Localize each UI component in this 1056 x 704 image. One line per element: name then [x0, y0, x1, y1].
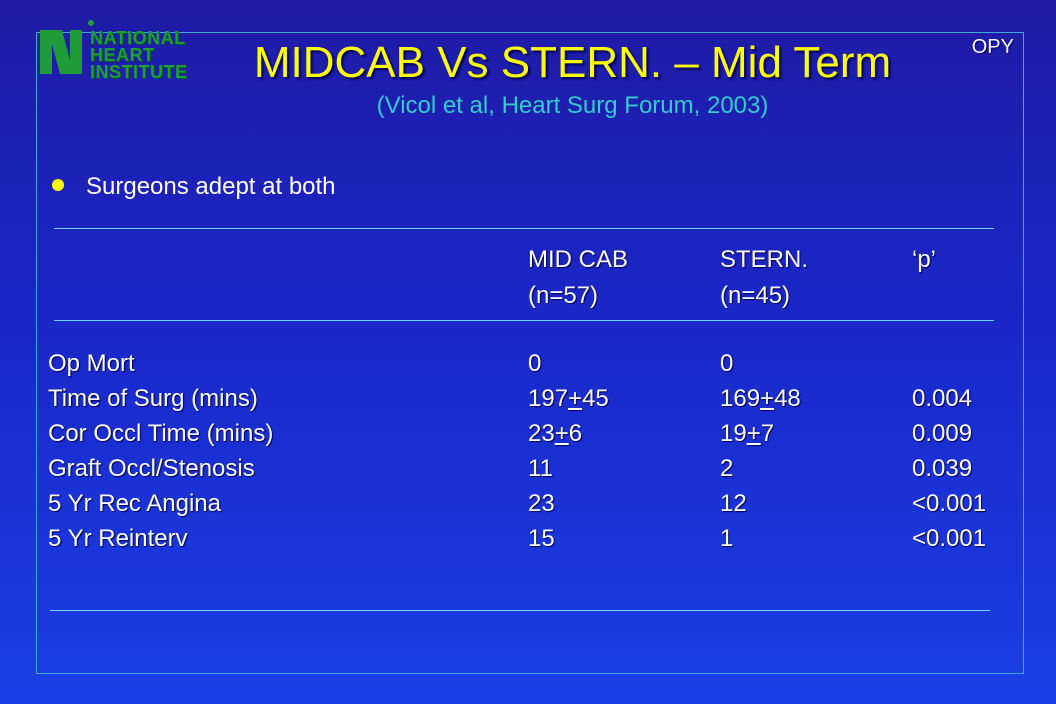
- cell-stern: 0: [720, 350, 733, 378]
- logo-line-1: NATIONAL: [90, 28, 186, 48]
- header-p: ‘p’: [912, 246, 937, 273]
- row-label: 5 Yr Reinterv: [48, 525, 188, 552]
- cell-p-value: 0.009: [912, 420, 973, 447]
- row-label: Graft Occl/Stenosis: [48, 455, 255, 482]
- cell-midcab-value: 0: [528, 350, 542, 377]
- cell-midcab-plusminus: +: [554, 420, 569, 447]
- bullet-item: Surgeons adept at both: [52, 173, 336, 201]
- cell-p-value: <0.001: [912, 525, 987, 552]
- logo-line-2: HEART: [90, 45, 155, 65]
- cell-stern-sd: 7: [760, 420, 775, 447]
- cell-stern-value: 12: [720, 490, 747, 517]
- logo-n-icon: [40, 30, 82, 74]
- cell-midcab: 23: [528, 490, 555, 518]
- slide-frame: [36, 32, 1024, 674]
- table-top-rule: [54, 228, 994, 229]
- cell-midcab: 15: [528, 525, 555, 553]
- cell-stern: 169+48: [720, 385, 801, 413]
- cell-p-value: 0.004: [912, 385, 973, 412]
- header-stern-n: (n=45): [720, 282, 791, 309]
- cell-midcab-value: 23: [528, 490, 555, 517]
- cell-p-value: 0.039: [912, 455, 973, 482]
- cell-stern-value: 19: [720, 420, 747, 447]
- row-label: Op Mort: [48, 350, 135, 377]
- corner-tag: OPY: [971, 36, 1014, 58]
- cell-stern: 1: [720, 525, 733, 553]
- cell-p-value: <0.001: [912, 490, 987, 517]
- cell-midcab: 11: [528, 455, 553, 483]
- bullet-dot-icon: [52, 179, 64, 191]
- cell-stern-value: 169: [720, 385, 761, 412]
- table-bottom-rule: [50, 610, 990, 611]
- logo-dot-icon: [88, 20, 94, 26]
- cell-stern-sd: 48: [774, 385, 801, 412]
- cell-midcab-value: 15: [528, 525, 555, 552]
- cell-midcab-value: 197: [528, 385, 569, 412]
- national-heart-institute-logo: NATIONAL HEART INSTITUTE: [40, 18, 190, 84]
- cell-stern-plusminus: +: [760, 385, 775, 412]
- cell-stern-value: 0: [720, 350, 734, 377]
- cell-midcab: 0: [528, 350, 541, 378]
- row-label: 5 Yr Rec Angina: [48, 490, 222, 517]
- cell-midcab-value: 23: [528, 420, 555, 447]
- row-label: Cor Occl Time (mins): [48, 420, 274, 447]
- cell-midcab-value: 11: [528, 455, 553, 482]
- header-stern: STERN.: [720, 246, 809, 273]
- cell-midcab: 23+6: [528, 420, 582, 448]
- cell-stern: 12: [720, 490, 747, 518]
- slide-title: MIDCAB Vs STERN. – Mid Term: [253, 38, 892, 87]
- cell-stern: 2: [720, 455, 733, 483]
- cell-midcab: 197+45: [528, 385, 609, 413]
- row-label: Time of Surg (mins): [48, 385, 258, 412]
- cell-stern-value: 2: [720, 455, 734, 482]
- cell-stern-value: 1: [720, 525, 734, 552]
- logo-line-3: INSTITUTE: [90, 62, 188, 82]
- bullet-text: Surgeons adept at both: [86, 173, 336, 200]
- cell-stern-plusminus: +: [746, 420, 761, 447]
- cell-stern: 19+7: [720, 420, 774, 448]
- cell-midcab-plusminus: +: [568, 385, 583, 412]
- cell-midcab-sd: 6: [568, 420, 583, 447]
- logo-text: NATIONAL HEART INSTITUTE: [90, 28, 188, 82]
- cell-midcab-sd: 45: [582, 385, 609, 412]
- slide-subtitle: (Vicol et al, Heart Surg Forum, 2003): [376, 92, 769, 119]
- header-midcab-n: (n=57): [528, 282, 599, 309]
- header-midcab: MID CAB: [528, 246, 629, 273]
- table-header-rule: [54, 320, 994, 321]
